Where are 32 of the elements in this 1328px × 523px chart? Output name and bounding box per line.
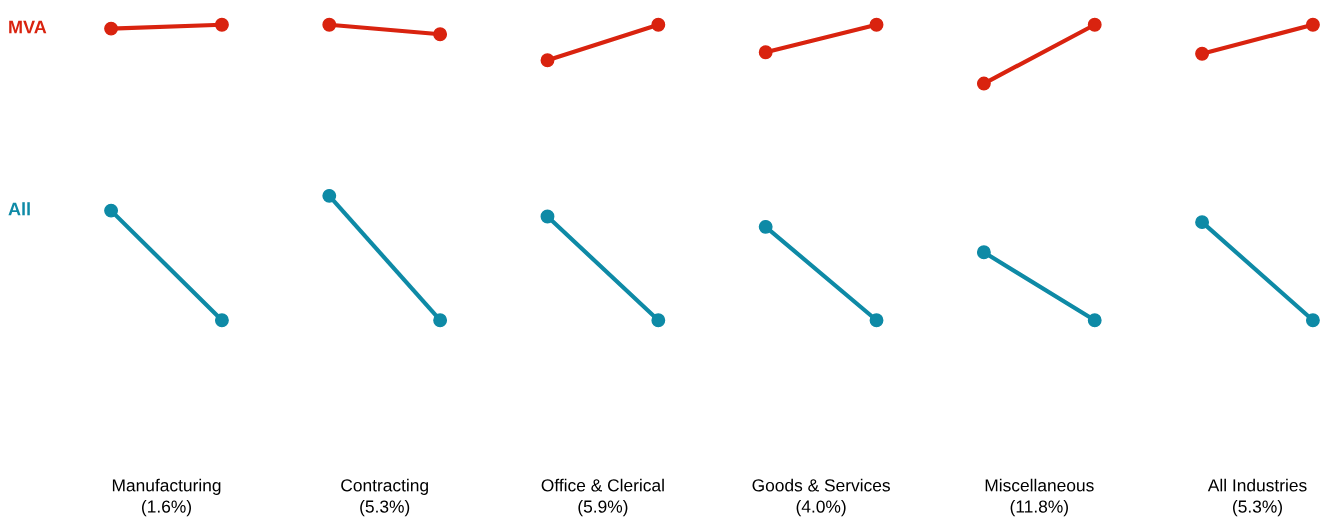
point xyxy=(976,245,991,260)
text: MVA xyxy=(9,20,47,34)
x-axis-title: Miscellaneous (11.8%) xyxy=(985,478,1094,517)
x-axis-title: Manufacturing (1.6%) xyxy=(112,478,221,517)
point xyxy=(104,203,119,218)
point xyxy=(540,209,555,224)
point xyxy=(433,313,448,328)
point xyxy=(869,17,884,32)
text: All xyxy=(8,202,30,216)
x-axis-title: All Industries (5.3%) xyxy=(1207,478,1307,517)
point xyxy=(1087,313,1102,328)
point xyxy=(1195,46,1210,61)
point xyxy=(1195,215,1210,230)
point xyxy=(1305,313,1320,328)
point xyxy=(869,313,884,328)
x-axis-title: Office & Clerical (5.9%) xyxy=(541,478,664,517)
point xyxy=(104,21,119,36)
point xyxy=(1305,17,1320,32)
point xyxy=(540,53,555,68)
point xyxy=(651,17,666,32)
point xyxy=(976,76,991,91)
point xyxy=(322,188,337,203)
point xyxy=(433,27,448,42)
point xyxy=(214,313,229,328)
x-axis-title: Goods & Services (4.0%) xyxy=(752,478,890,517)
x-axis-title: Contracting (5.3%) xyxy=(341,478,428,517)
point xyxy=(651,313,666,328)
point xyxy=(758,45,773,60)
point xyxy=(322,17,337,32)
point xyxy=(214,17,229,32)
point xyxy=(758,219,773,234)
point xyxy=(1087,17,1102,32)
